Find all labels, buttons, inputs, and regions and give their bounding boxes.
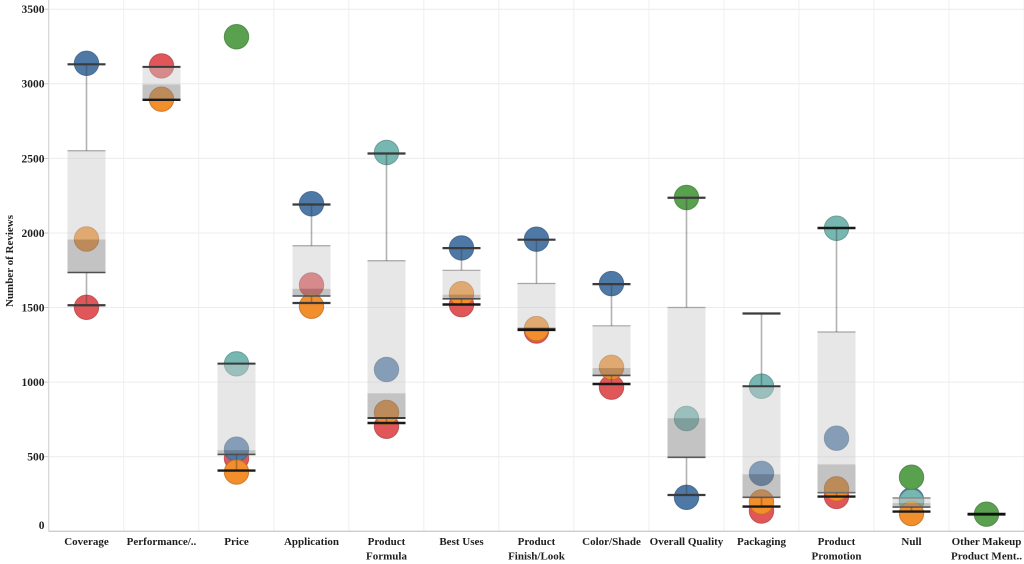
svg-text:Price: Price [224,536,249,548]
svg-text:Coverage: Coverage [64,536,109,548]
svg-text:3000: 3000 [22,79,45,91]
svg-text:Performance/..: Performance/.. [127,536,197,548]
svg-text:Overall Quality: Overall Quality [650,536,724,548]
svg-text:Product Ment..: Product Ment.. [951,551,1022,563]
svg-text:Best Uses: Best Uses [439,536,484,548]
svg-text:Null: Null [901,536,921,548]
svg-text:500: 500 [27,452,45,464]
svg-text:Formula: Formula [366,551,407,563]
svg-text:Application: Application [284,536,339,548]
svg-text:1000: 1000 [22,377,45,389]
svg-text:Promotion: Promotion [812,551,862,563]
svg-text:Packaging: Packaging [737,536,786,548]
svg-text:3500: 3500 [22,4,45,16]
svg-text:Product: Product [818,536,856,548]
svg-text:Color/Shade: Color/Shade [582,536,641,548]
svg-text:Product: Product [518,536,556,548]
svg-text:2500: 2500 [22,153,45,165]
svg-text:Number of Reviews: Number of Reviews [4,214,16,307]
svg-text:2000: 2000 [22,228,45,240]
svg-text:1500: 1500 [22,302,45,314]
svg-text:Other Makeup: Other Makeup [952,536,1022,548]
svg-text:Product: Product [368,536,406,548]
svg-text:Finish/Look: Finish/Look [508,551,566,563]
svg-text:0: 0 [39,520,45,532]
